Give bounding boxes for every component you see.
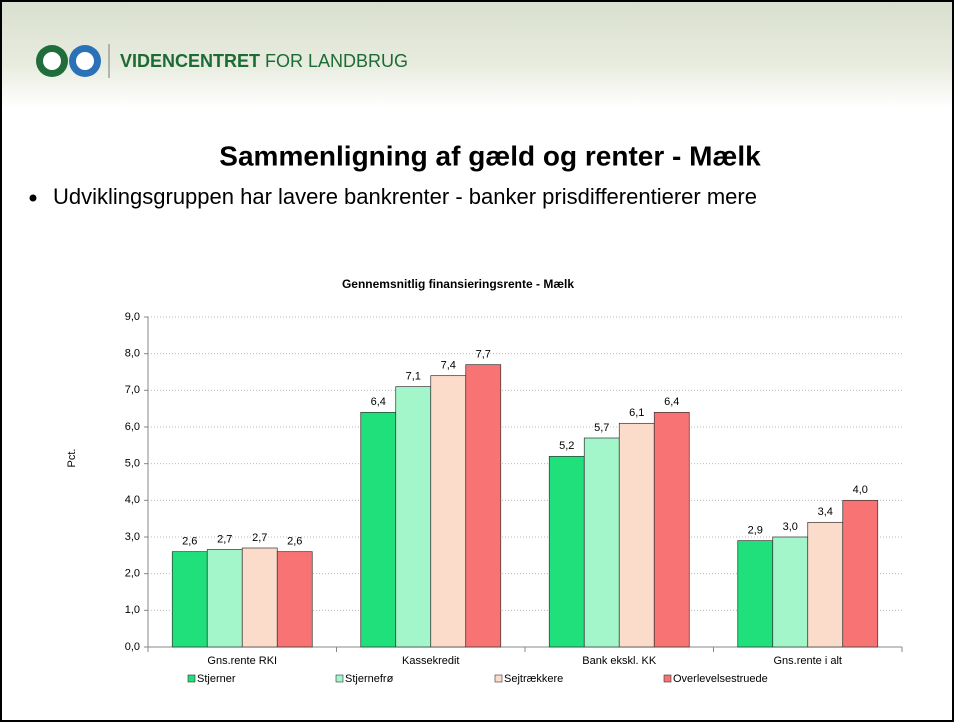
bar bbox=[618, 422, 655, 648]
header-band bbox=[0, 0, 954, 108]
x-tick-label: Gns.rente i alt bbox=[774, 655, 842, 667]
data-label: 2,7 bbox=[252, 532, 267, 544]
bullet-dot bbox=[29, 194, 37, 202]
bar bbox=[583, 437, 620, 648]
y-tick-label: 0,0 bbox=[125, 641, 140, 653]
bar bbox=[807, 521, 844, 648]
legend-label: Overlevelsestruede bbox=[673, 673, 768, 685]
data-label: 7,4 bbox=[441, 360, 456, 372]
data-label: 2,9 bbox=[748, 525, 763, 537]
logo bbox=[36, 44, 110, 78]
y-tick-label: 4,0 bbox=[125, 494, 140, 506]
legend-label: Stjernefrø bbox=[345, 673, 394, 685]
bar bbox=[241, 547, 278, 648]
bar bbox=[772, 536, 809, 648]
bar bbox=[276, 551, 313, 648]
y-tick-label: 6,0 bbox=[125, 421, 140, 433]
y-tick-label: 9,0 bbox=[125, 311, 140, 323]
legend-swatch bbox=[494, 674, 503, 683]
data-label: 2,6 bbox=[287, 536, 302, 548]
y-tick-label: 8,0 bbox=[125, 348, 140, 360]
y-tick-label: 7,0 bbox=[125, 384, 140, 396]
data-label: 4,0 bbox=[853, 484, 868, 496]
bar bbox=[360, 411, 397, 648]
data-label: 5,7 bbox=[594, 422, 609, 434]
bar bbox=[737, 540, 774, 648]
data-label: 6,4 bbox=[664, 396, 679, 408]
x-tick-label: Bank ekskl. KK bbox=[582, 655, 657, 667]
data-label: 2,7 bbox=[217, 533, 232, 545]
x-tick-label: Gns.rente RKI bbox=[207, 655, 277, 667]
brand-rest: FOR LANDBRUG bbox=[265, 51, 408, 71]
data-label: 3,4 bbox=[818, 506, 833, 518]
data-label: 7,1 bbox=[406, 371, 421, 383]
bar bbox=[395, 386, 432, 648]
data-label: 6,1 bbox=[629, 407, 644, 419]
bar bbox=[653, 411, 690, 648]
brand: VIDENCENTRET FOR LANDBRUG bbox=[120, 51, 408, 71]
bullet-text: Udviklingsgruppen har lavere bankrenter … bbox=[53, 184, 757, 209]
data-label: 5,2 bbox=[559, 440, 574, 452]
bar bbox=[465, 364, 502, 648]
bar bbox=[430, 375, 467, 648]
bar bbox=[171, 551, 208, 648]
legend-swatch bbox=[663, 674, 672, 683]
legend-swatch bbox=[335, 674, 344, 683]
legend-label: Sejtrækkere bbox=[504, 673, 563, 685]
legend-label: Stjerner bbox=[197, 673, 236, 685]
bar bbox=[206, 549, 243, 648]
bar bbox=[548, 455, 585, 648]
y-tick-label: 1,0 bbox=[125, 604, 140, 616]
bar bbox=[842, 499, 879, 648]
legend-swatch bbox=[187, 674, 196, 683]
x-tick-label: Kassekredit bbox=[402, 655, 459, 667]
brand-bold: VIDENCENTRET bbox=[120, 51, 260, 71]
data-label: 3,0 bbox=[783, 521, 798, 533]
data-label: 7,7 bbox=[476, 349, 491, 361]
data-label: 6,4 bbox=[371, 396, 386, 408]
chart-title: Gennemsnitlig finansieringsrente - Mælk bbox=[342, 277, 574, 291]
y-axis-label: Pct. bbox=[66, 449, 78, 468]
y-tick-label: 5,0 bbox=[125, 458, 140, 470]
y-tick-label: 3,0 bbox=[125, 531, 140, 543]
slide-title: Sammenligning af gæld og renter - Mælk bbox=[219, 140, 761, 171]
data-label: 2,6 bbox=[182, 536, 197, 548]
y-tick-label: 2,0 bbox=[125, 568, 140, 580]
